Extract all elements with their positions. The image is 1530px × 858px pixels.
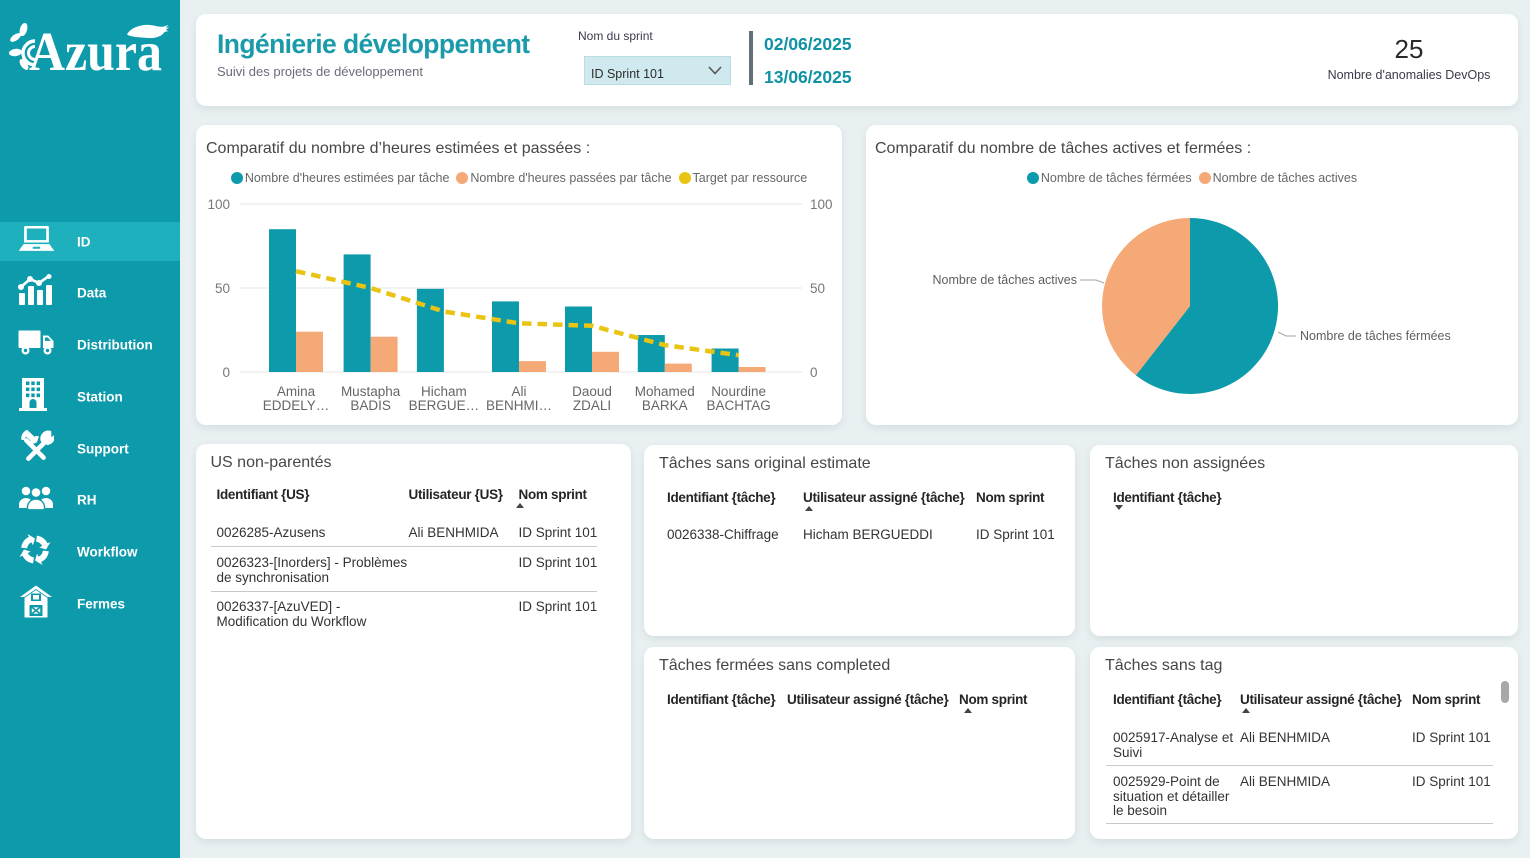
svg-text:100: 100	[810, 197, 833, 212]
svg-text:Amina: Amina	[277, 384, 316, 399]
svg-text:Nombre de tâches actives: Nombre de tâches actives	[932, 273, 1077, 287]
svg-text:Mustapha: Mustapha	[341, 384, 401, 399]
svg-text:50: 50	[810, 281, 825, 296]
svg-text:Nombre de tâches férmées: Nombre de tâches férmées	[1300, 329, 1451, 343]
svg-text:Ali: Ali	[511, 384, 526, 399]
svg-text:BADIS: BADIS	[350, 398, 391, 413]
svg-text:BENHMI…: BENHMI…	[486, 398, 552, 413]
svg-text:100: 100	[207, 197, 230, 212]
svg-text:0: 0	[810, 365, 818, 380]
svg-text:Nourdine: Nourdine	[711, 384, 766, 399]
svg-text:ZDALI: ZDALI	[573, 398, 611, 413]
svg-text:50: 50	[215, 281, 230, 296]
svg-text:BACHTAG: BACHTAG	[706, 398, 770, 413]
svg-text:BARKA: BARKA	[642, 398, 688, 413]
svg-text:EDDELY…: EDDELY…	[263, 398, 330, 413]
svg-text:0: 0	[222, 365, 230, 380]
svg-text:BERGUE…: BERGUE…	[409, 398, 480, 413]
svg-text:Mohamed: Mohamed	[635, 384, 695, 399]
svg-text:Daoud: Daoud	[572, 384, 612, 399]
svg-text:Hicham: Hicham	[421, 384, 467, 399]
